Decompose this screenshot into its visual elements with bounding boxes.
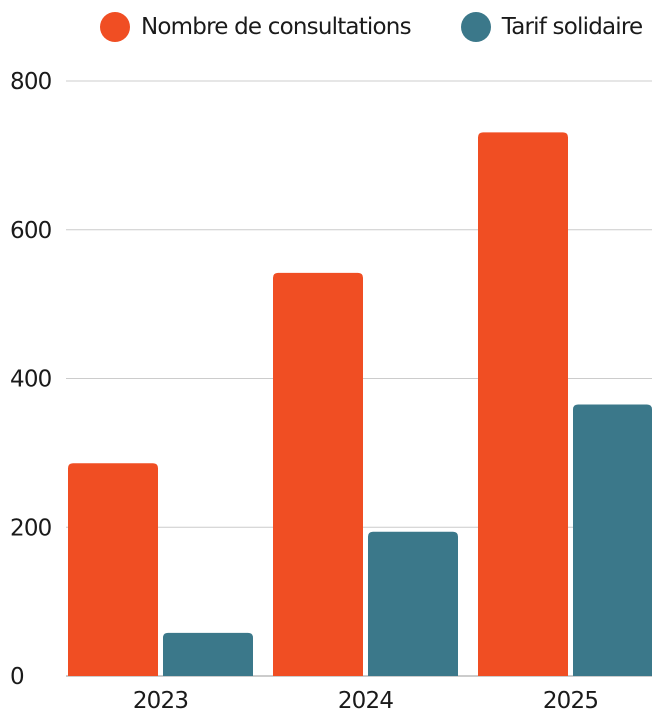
bars (68, 132, 652, 677)
x-axis-ticks: 2023 2024 2025 (133, 688, 599, 711)
legend-item-consultations: Nombre de consultations (100, 12, 412, 42)
x-tick-label: 2024 (338, 688, 393, 711)
bar-consultations-2024 (273, 272, 363, 676)
y-tick-label: 400 (10, 367, 52, 393)
bar-tarif-solidaire-2025 (573, 404, 652, 676)
y-axis-ticks: 0 200 400 600 800 (10, 69, 52, 690)
bar-tarif-solidaire-2024 (368, 531, 458, 676)
bar-consultations-2023 (68, 463, 158, 676)
x-tick-label: 2025 (543, 688, 598, 711)
legend-swatch-tarif-solidaire (460, 12, 491, 42)
x-tick-label: 2023 (133, 688, 188, 711)
y-tick-label: 0 (10, 664, 24, 690)
y-tick-label: 800 (10, 69, 52, 95)
legend-label-tarif-solidaire: Tarif solidaire (501, 14, 643, 40)
bar-tarif-solidaire-2023 (163, 632, 253, 676)
y-tick-label: 200 (10, 515, 52, 541)
y-tick-label: 600 (10, 218, 52, 244)
bar-consultations-2025 (478, 132, 568, 677)
legend-label-consultations: Nombre de consultations (141, 14, 412, 40)
legend-item-tarif-solidaire: Tarif solidaire (460, 12, 643, 42)
legend-swatch-consultations (100, 12, 130, 42)
chart-legend: Nombre de consultations Tarif solidaire (100, 12, 652, 42)
